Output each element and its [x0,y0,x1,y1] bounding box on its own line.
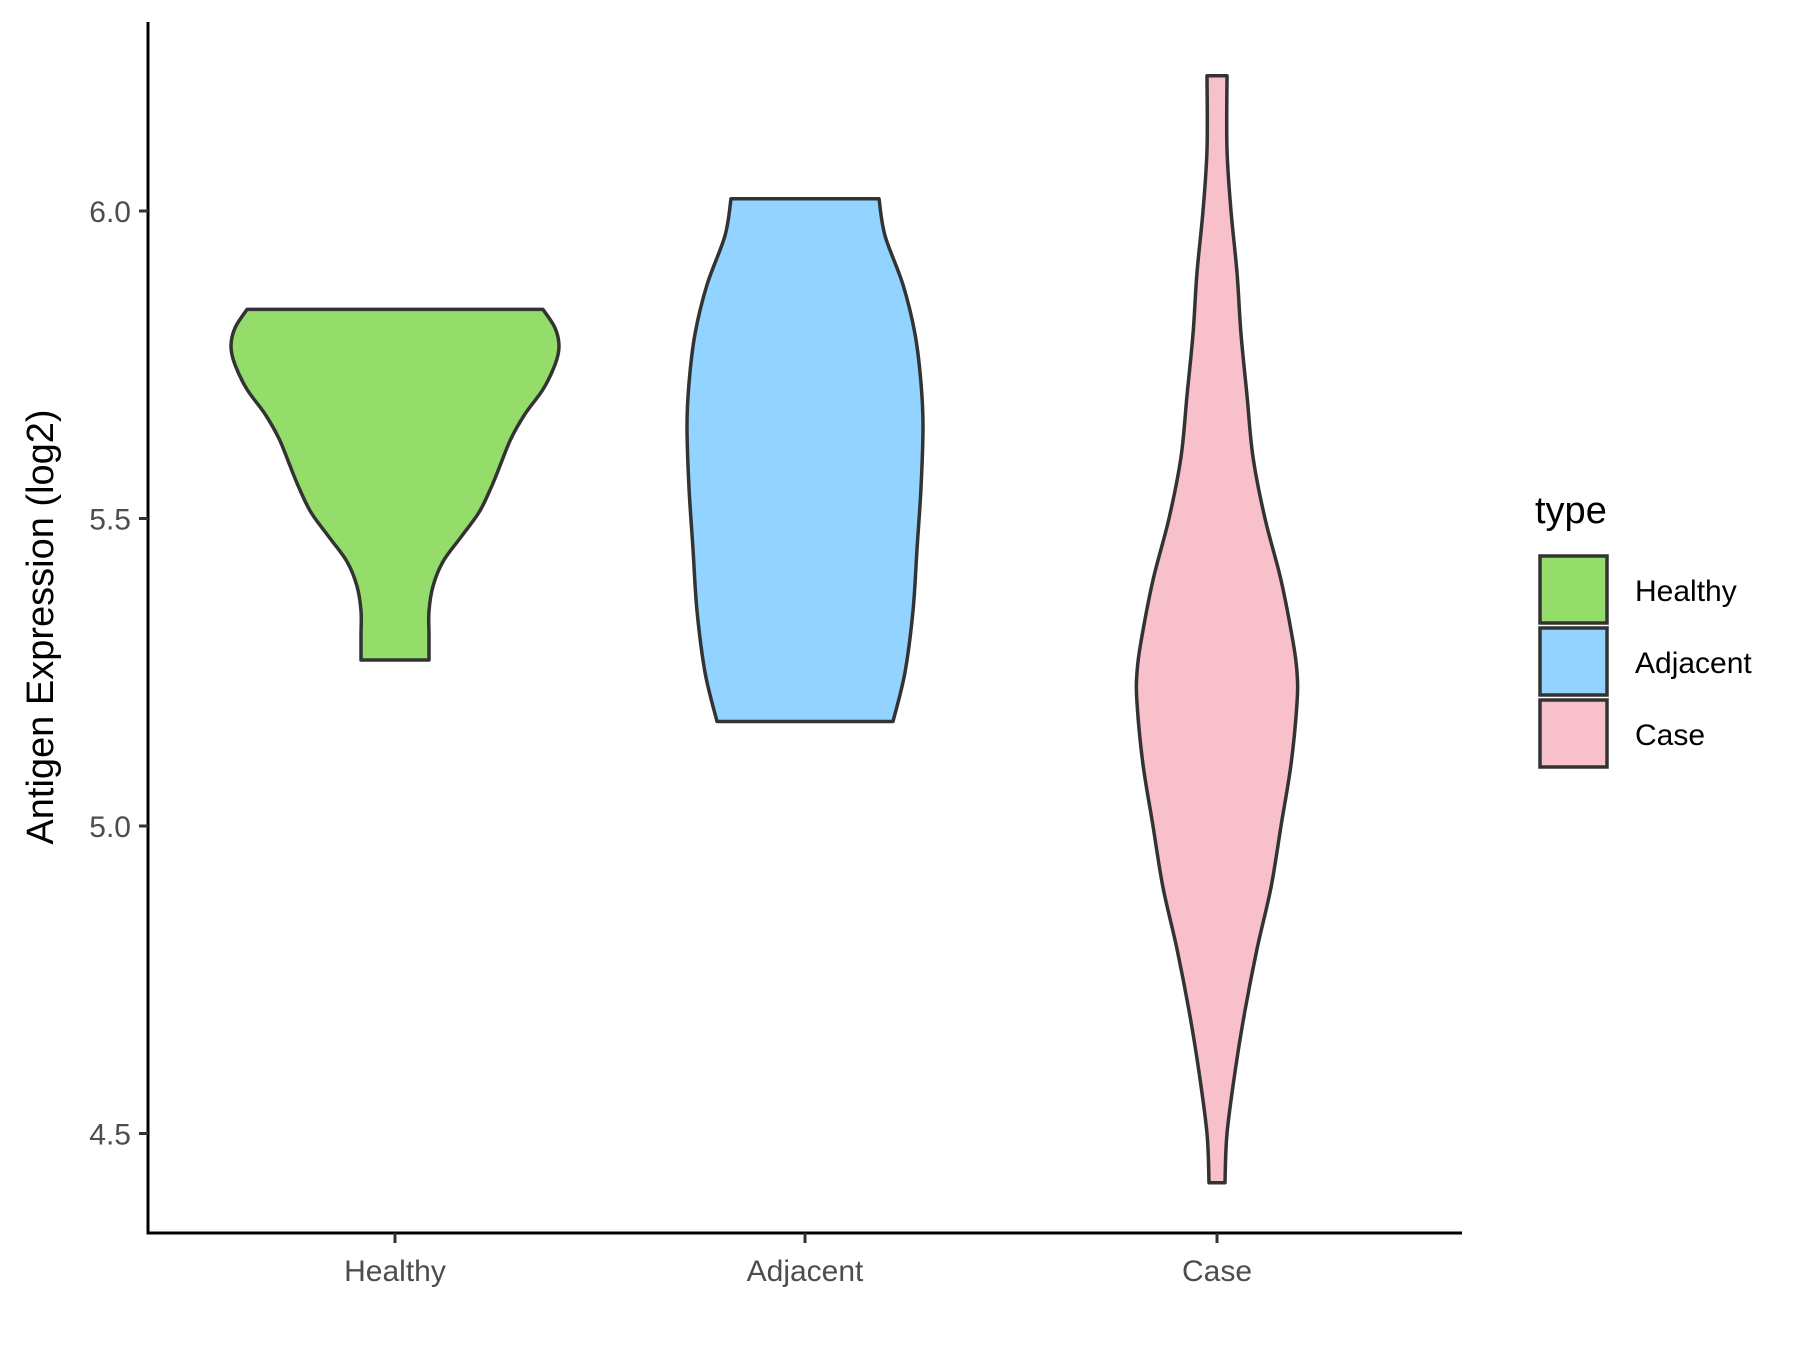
legend-items: Healthy Adjacent Case [1538,554,1752,769]
violin-layer [229,73,1300,1185]
x-tick-label: Adjacent [747,1255,864,1288]
y-tick-label: 5.5 [89,504,131,537]
y-tick-label: 4.5 [89,1119,131,1152]
violin-case [1134,73,1300,1185]
x-ticks: Healthy Adjacent Case [344,1233,1252,1288]
legend-label-adjacent: Adjacent [1635,647,1752,680]
legend-swatch-adjacent [1538,626,1609,697]
violin-adjacent [685,196,925,724]
x-tick-label: Case [1182,1255,1252,1288]
legend-swatch-healthy [1538,554,1609,625]
y-tick-label: 5.0 [89,811,131,844]
x-tick-label: Healthy [344,1255,446,1288]
legend-swatch-case [1538,698,1609,769]
axes: 4.5 5.0 5.5 6.0 Healthy Adjacent Case [89,22,1462,1288]
y-ticks: 4.5 5.0 5.5 6.0 [89,196,148,1152]
y-tick-label: 6.0 [89,196,131,229]
y-axis-title: Antigen Expression (log2) [20,409,62,844]
legend: type Healthy Adjacent Case [1535,490,1752,769]
legend-title: type [1535,490,1607,532]
legend-label-healthy: Healthy [1635,575,1737,608]
legend-label-case: Case [1635,719,1705,752]
violin-healthy [229,307,561,662]
